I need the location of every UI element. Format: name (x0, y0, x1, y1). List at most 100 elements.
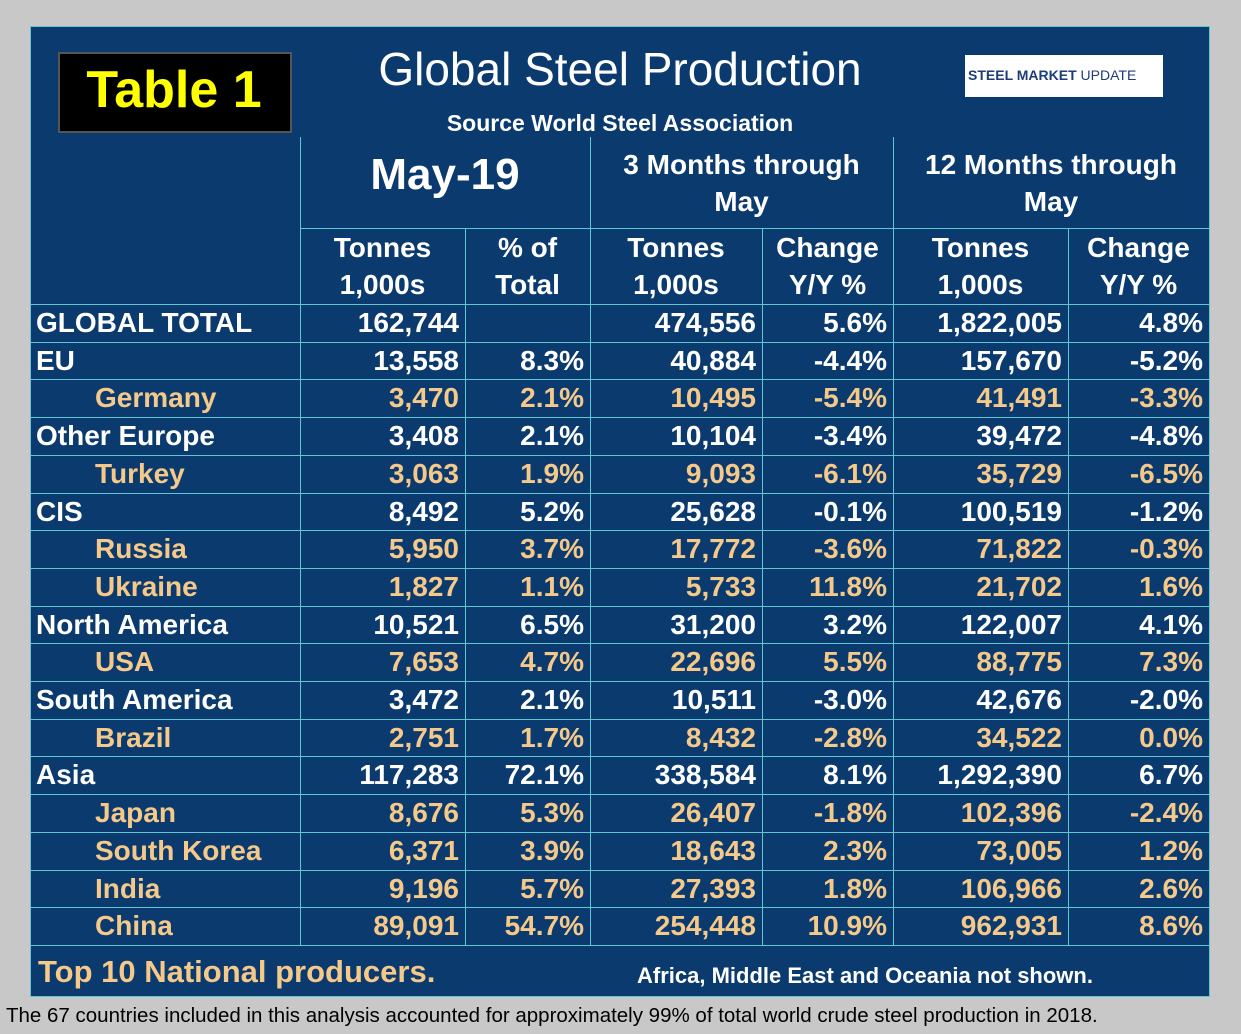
h-line (30, 831, 1210, 833)
cell: 1.7% (520, 721, 584, 753)
footnote: The 67 countries included in this analys… (6, 1004, 1098, 1027)
column-header: 1,000s (633, 269, 719, 300)
column-header: Tonnes (627, 232, 725, 263)
cell: 8,432 (685, 721, 756, 753)
cell: 39,472 (976, 420, 1062, 452)
h-line (30, 492, 1210, 494)
v-line (762, 228, 763, 945)
cell: -1.8% (813, 797, 887, 829)
cell: 54.7% (504, 910, 584, 942)
cell: 5.3% (520, 797, 584, 829)
cell: 35,729 (976, 457, 1062, 489)
h-line (300, 228, 1210, 229)
cell: 22,696 (670, 646, 756, 678)
cell: 2.3% (823, 834, 887, 866)
cell: 25,628 (670, 495, 756, 527)
cell: 0.0% (1139, 721, 1203, 753)
cell: 6.5% (520, 608, 584, 640)
cell: -3.6% (813, 533, 887, 565)
cell: 157,670 (960, 344, 1062, 376)
h-line (30, 718, 1210, 720)
cell: 89,091 (373, 910, 459, 942)
h-line (30, 756, 1210, 758)
cell: 73,005 (976, 834, 1062, 866)
cell: 34,522 (976, 721, 1062, 753)
column-header: Y/Y % (788, 269, 867, 300)
cell: 27,393 (670, 872, 756, 904)
row-label: Germany (95, 382, 217, 414)
row-label: Asia (36, 759, 96, 791)
cell: 17,772 (670, 533, 756, 565)
row-label: South Korea (95, 834, 262, 866)
logo-text: STEEL MARKET UPDATE (968, 67, 1136, 83)
cell: 3,408 (388, 420, 459, 452)
cell: -6.1% (813, 457, 887, 489)
cell: -3.0% (813, 684, 887, 715)
cell: 4.7% (520, 646, 584, 678)
cell: 72.1% (504, 759, 584, 791)
cell: 962,931 (960, 910, 1062, 942)
cell: 8.6% (1139, 910, 1203, 942)
cell: -6.5% (1129, 457, 1203, 489)
cell: 9,196 (388, 872, 459, 904)
cell: 71,822 (976, 533, 1062, 565)
cell: 3,063 (388, 457, 459, 489)
cell: 100,519 (960, 495, 1062, 527)
h-line (30, 681, 1210, 682)
cell: 122,007 (960, 608, 1062, 640)
cell: 2,751 (388, 721, 459, 753)
cell: 3.7% (520, 533, 584, 565)
h-line (30, 643, 1210, 645)
cell: 4.8% (1139, 307, 1203, 338)
h-line (30, 869, 1210, 871)
row-label: GLOBAL TOTAL (36, 307, 253, 338)
cell: 5.5% (823, 646, 887, 678)
column-header: Tonnes (931, 232, 1030, 263)
h-line (30, 454, 1210, 456)
v-line (300, 137, 301, 945)
column-header: Tonnes (333, 232, 432, 263)
row-label: Ukraine (95, 570, 198, 602)
group-header: May-19 (370, 150, 520, 199)
cell: 7.3% (1139, 646, 1203, 678)
row-label: EU (36, 344, 75, 376)
cell: -1.2% (1129, 495, 1203, 527)
cell: 8,676 (388, 797, 459, 829)
cell: 474,556 (654, 307, 756, 338)
h-line (30, 379, 1210, 381)
cell: 42,676 (976, 684, 1062, 715)
v-line (590, 137, 591, 945)
cell: 106,966 (960, 872, 1062, 904)
h-line (30, 567, 1210, 569)
cell: 1.9% (520, 457, 584, 489)
cell: 1.8% (823, 872, 887, 904)
cell: 102,396 (960, 797, 1062, 829)
group-header: 3 Months through May (623, 149, 860, 217)
row-label: USA (95, 646, 155, 678)
cell: -3.4% (813, 420, 887, 452)
column-header: % of (497, 232, 558, 263)
title: Global Steel Production (378, 43, 862, 95)
cell: 6,371 (388, 834, 459, 866)
column-header: Y/Y % (1099, 269, 1178, 300)
cell: 8,492 (388, 495, 459, 527)
row-label: India (95, 872, 161, 904)
column-header: Change (776, 232, 879, 263)
v-line (465, 228, 466, 945)
cell: 1.1% (520, 570, 584, 602)
cell: 2.1% (520, 684, 584, 715)
h-line (30, 907, 1210, 909)
h-line (30, 304, 1210, 305)
logo-suffix: UPDATE (1080, 67, 1137, 83)
cell: 6.7% (1139, 759, 1203, 791)
h-line (30, 530, 1210, 532)
cell: 3.9% (520, 834, 584, 866)
cell: -5.2% (1129, 344, 1203, 376)
cell: 10,104 (670, 420, 756, 452)
panel (30, 26, 1210, 997)
row-label: Other Europe (36, 420, 215, 452)
badge: Table 1 (86, 61, 262, 119)
cell: 5,733 (685, 570, 756, 602)
h-line (30, 417, 1210, 419)
cell: 1.6% (1139, 570, 1203, 602)
